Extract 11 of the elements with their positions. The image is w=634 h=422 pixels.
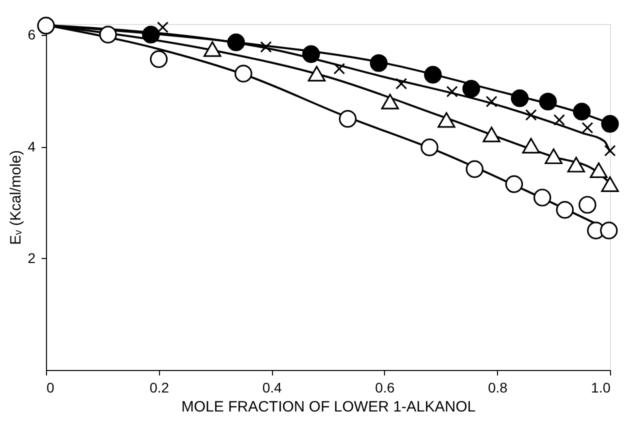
x-tick-label: 0.6	[375, 380, 395, 396]
x-tick-label: 0	[46, 380, 54, 396]
x-tick-label: 0.4	[262, 380, 282, 396]
x-tick-label: 0.2	[150, 380, 170, 396]
y-tick-label: 2	[28, 250, 36, 266]
x-tick-label: 0.8	[488, 380, 508, 396]
x-tick-label: 1.0	[591, 380, 611, 396]
y-tick-label: 6	[28, 26, 36, 43]
x-axis-title: MOLE FRACTION OF LOWER 1-ALKANOL	[181, 398, 476, 416]
y-tick-label: 4	[28, 138, 36, 154]
y-axis-title: Eᵥ (Kcal/mole)	[8, 150, 25, 245]
